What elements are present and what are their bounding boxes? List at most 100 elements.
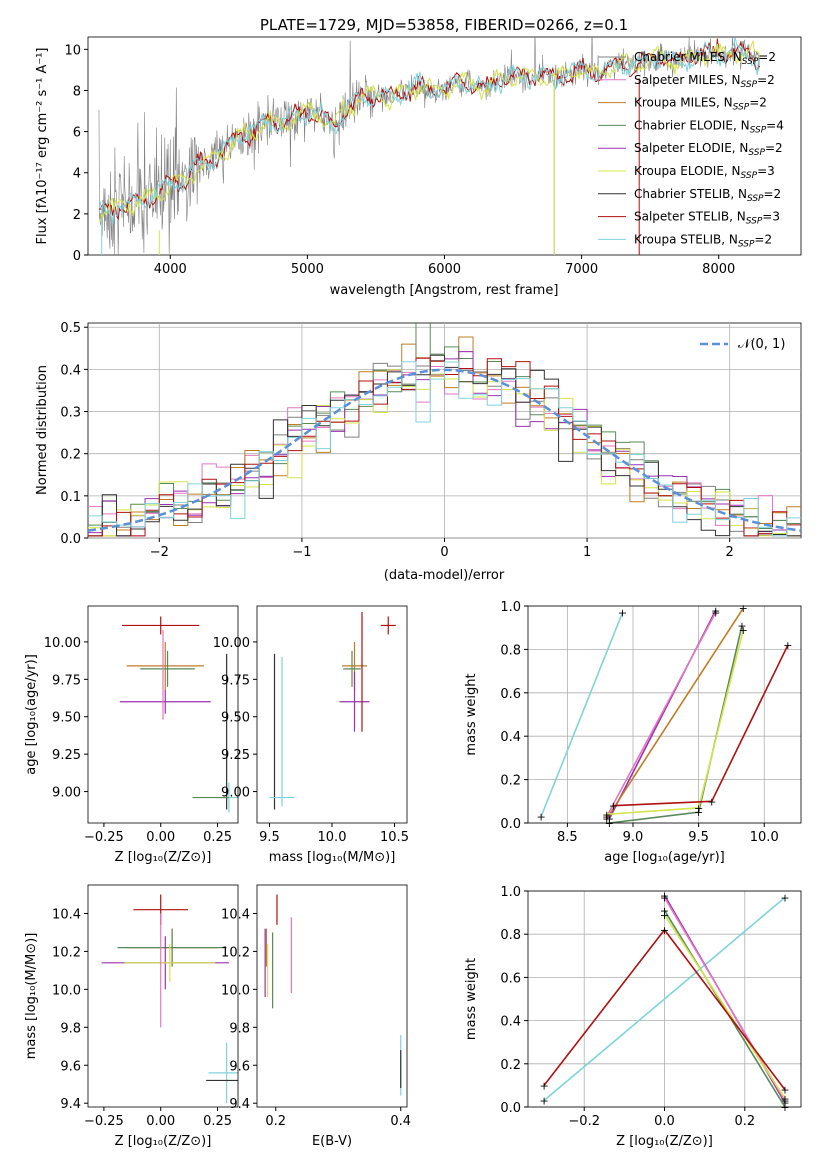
- axes-frame: [256, 605, 408, 824]
- x-tick-label: 9.0: [623, 830, 644, 845]
- legend-sub: SSP: [748, 148, 765, 158]
- weight-marker: +: [609, 800, 618, 813]
- y-tick-label: 9.6: [229, 1059, 250, 1074]
- legend-label: Salpeter ELODIE, NSSP=2: [634, 141, 783, 158]
- weight-marker: +: [780, 1092, 789, 1105]
- legend-label: Chabrier STELIB, NSSP=2: [634, 187, 781, 204]
- spectrum-xlabel: wavelength [Angstrom, rest frame]: [330, 283, 559, 298]
- x-tick-label: 5000: [291, 262, 324, 277]
- weight-line: [663, 914, 786, 1099]
- y-tick-label: 4: [73, 167, 81, 182]
- legend-text: Chabrier STELIB, N: [634, 187, 747, 201]
- y-tick-label: 9.75: [52, 673, 81, 688]
- legend-count: =2: [764, 187, 782, 201]
- y-tick-label: 9.75: [221, 673, 250, 688]
- legend-sub: SSP: [746, 217, 763, 227]
- weight-marker: +: [780, 1101, 789, 1114]
- x-tick-label: 10.0: [318, 830, 347, 845]
- x-tick-label: 10.5: [380, 830, 409, 845]
- legend-sub: SSP: [750, 125, 767, 135]
- y-tick-label: 1.0: [500, 885, 521, 900]
- y-tick-label: 10.00: [44, 636, 81, 651]
- weight-marker: +: [780, 1095, 789, 1108]
- axes-frame: [87, 884, 239, 1108]
- y-tick-label: 10: [64, 43, 81, 58]
- weight-line: [606, 612, 717, 817]
- weight-marker: +: [660, 909, 669, 922]
- y-tick-label: 0.0: [500, 817, 521, 832]
- y-tick-label: 9.00: [52, 786, 81, 801]
- weight-marker: +: [660, 924, 669, 937]
- weight-line: [613, 644, 789, 807]
- y-tick-label: 10.4: [221, 907, 250, 922]
- weight-marker: +: [539, 1095, 548, 1108]
- weight-marker: +: [694, 802, 703, 815]
- legend-label: Kroupa STELIB, NSSP=2: [634, 232, 772, 249]
- weight-marker: +: [737, 620, 746, 633]
- y-tick-label: 0.8: [500, 928, 521, 943]
- legend-sub: SSP: [741, 171, 758, 181]
- legend-label: Chabrier MILES, NSSP=2: [634, 50, 776, 67]
- y-axis-label: mass weight: [464, 673, 479, 755]
- y-tick-label: 0.4: [500, 730, 521, 745]
- x-axis-label: Z [log₁₀(Z/Z⊙)]: [115, 1134, 212, 1149]
- y-tick-label: 0.4: [60, 363, 81, 378]
- y-tick-label: 0.6: [500, 971, 521, 986]
- legend-sub: SSP: [742, 57, 759, 67]
- weight-marker: +: [780, 891, 789, 904]
- y-tick-label: 9.4: [229, 1097, 250, 1112]
- weight-line: [543, 928, 786, 1091]
- y-tick-label: 9.50: [221, 711, 250, 726]
- x-tick-label: 0.2: [265, 1114, 286, 1129]
- legend-text: Kroupa MILES, N: [634, 96, 733, 110]
- x-tick-label: 6000: [428, 262, 461, 277]
- x-tick-label: 8.5: [557, 830, 578, 845]
- weight-marker: +: [780, 1084, 789, 1097]
- y-tick-label: 2: [73, 208, 81, 223]
- y-tick-label: 10.0: [52, 983, 81, 998]
- legend-count: =3: [762, 210, 780, 224]
- y-tick-label: 0.2: [500, 774, 521, 789]
- weight-marker: +: [660, 889, 669, 902]
- y-tick-label: 9.25: [52, 748, 81, 763]
- x-tick-label: 1: [583, 545, 591, 560]
- y-tick-label: 9.50: [52, 711, 81, 726]
- y-tick-label: 1.0: [500, 600, 521, 615]
- y-tick-label: 0.0: [60, 532, 81, 547]
- axes-frame: [527, 605, 802, 824]
- y-axis-label: age [log₁₀(age/yr)]: [24, 654, 39, 775]
- weight-marker: +: [694, 806, 703, 819]
- weight-marker: +: [783, 639, 792, 652]
- weight-marker: +: [605, 813, 614, 826]
- weight-marker: +: [537, 810, 546, 823]
- x-tick-label: −0.25: [84, 1114, 124, 1129]
- x-tick-label: −2: [150, 545, 169, 560]
- legend-text: Salpeter ELODIE, N: [634, 141, 748, 155]
- legend-count: =3: [757, 164, 775, 178]
- y-tick-label: 10.0: [221, 983, 250, 998]
- gaussian-curve: [87, 368, 802, 532]
- y-tick-label: 9.8: [60, 1021, 81, 1036]
- weight-line: [609, 625, 743, 823]
- weight-marker: +: [602, 813, 611, 826]
- x-axis-label: E(B-V): [312, 1134, 352, 1149]
- weight-marker: +: [711, 607, 720, 620]
- weight-marker: +: [707, 795, 716, 808]
- x-tick-label: 9.5: [688, 830, 709, 845]
- legend-label: 𝒩(0, 1): [738, 337, 785, 352]
- y-tick-label: 10.2: [52, 945, 81, 960]
- weight-marker: +: [780, 1097, 789, 1110]
- weight-line: [606, 607, 744, 820]
- y-tick-label: 0.0: [500, 1101, 521, 1116]
- legend-label: Chabrier ELODIE, NSSP=4: [634, 118, 784, 135]
- axes-frame: [87, 605, 239, 824]
- legend-text: Chabrier ELODIE, N: [634, 118, 750, 132]
- weight-marker: +: [618, 607, 627, 620]
- legend-label: Kroupa ELODIE, NSSP=3: [634, 164, 775, 181]
- legend-text: Salpeter STELIB, N: [634, 210, 746, 224]
- x-axis-label: mass [log₁₀(M/M⊙)]: [269, 850, 396, 865]
- x-tick-label: 7000: [565, 262, 598, 277]
- x-tick-label: 0: [440, 545, 448, 560]
- y-tick-label: 0.2: [500, 1058, 521, 1073]
- y-tick-label: 9.25: [221, 748, 250, 763]
